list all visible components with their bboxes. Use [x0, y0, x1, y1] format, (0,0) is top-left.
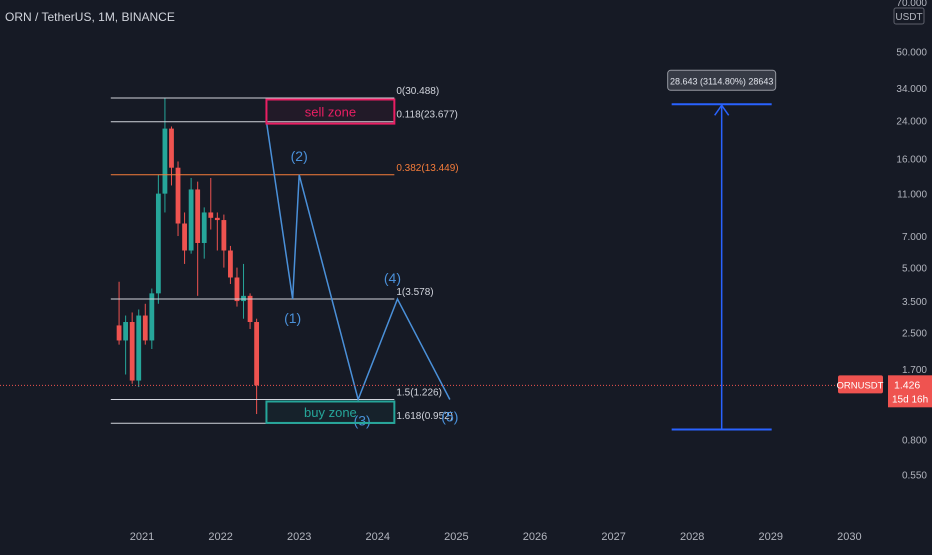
price-tick-label: 16.000: [896, 154, 927, 165]
candle-body: [188, 189, 194, 251]
currency-box[interactable]: [893, 7, 925, 25]
projection-wave[interactable]: [265, 121, 451, 402]
price-tick-label: 5.000: [902, 264, 927, 275]
sell-zone-label: sell zone: [305, 105, 356, 120]
time-tick-label: 2027: [601, 531, 625, 543]
symbol-tag-text: ORNUSDT: [837, 380, 884, 391]
candle-body: [247, 295, 253, 323]
candle-body: [169, 128, 174, 168]
candle-body: [182, 223, 187, 251]
candle-body: [155, 193, 161, 294]
candle-body: [254, 322, 260, 386]
zones-layer[interactable]: sell zone buy zone: [265, 98, 396, 424]
price-tick-label: 34.000: [896, 84, 927, 95]
fib-label: 1(3.578): [396, 287, 433, 298]
candle-body: [136, 315, 142, 381]
price-tick-label: 50.000: [896, 48, 927, 59]
candle-body: [221, 220, 227, 251]
candles-layer: [116, 97, 260, 415]
candle-body: [234, 277, 240, 302]
price-tick-label: 1.700: [902, 365, 927, 376]
measure-info-text: 28.643 (3114.80%) 28643: [670, 76, 773, 86]
buy-zone-label: buy zone: [304, 405, 357, 420]
bar-countdown: 15d 16h: [892, 394, 928, 405]
measure-layer[interactable]: 28.643 (3114.80%) 28643: [667, 69, 777, 431]
time-tick-label: 2021: [130, 531, 154, 543]
wave-label: (2): [291, 148, 308, 164]
fib-label: 1.5(1.226): [396, 387, 442, 398]
last-price-tag: [888, 375, 932, 408]
candle-body: [129, 322, 135, 381]
time-tick-label: 2023: [287, 531, 311, 543]
fib-label: 1.618(0.952): [396, 411, 453, 422]
wave-label: (3): [354, 412, 371, 428]
candle-body: [228, 250, 233, 278]
sell-zone-box[interactable]: [265, 98, 396, 125]
fib-label: 0.382(13.449): [396, 163, 458, 174]
candle-body: [175, 167, 181, 224]
price-tick-label: 24.000: [896, 116, 927, 127]
candle-body: [208, 212, 214, 218]
fib-label: 0(30.488): [396, 86, 439, 97]
wave-label: (1): [284, 310, 301, 326]
candle-body: [123, 322, 129, 341]
candle-body: [195, 189, 201, 243]
fib-label: 0.118(23.677): [396, 110, 458, 121]
candle-body: [241, 295, 246, 302]
candle-body: [162, 128, 168, 194]
time-tick-label: 2024: [366, 531, 390, 543]
price-tick-label: 3.500: [902, 297, 927, 308]
measure-info-box: [667, 69, 777, 91]
price-axis-bg[interactable]: [885, 0, 932, 550]
time-tick-label: 2029: [759, 531, 783, 543]
price-top-label: 70.000: [896, 0, 927, 9]
candle-body: [149, 293, 155, 341]
candle-body: [116, 325, 122, 341]
time-tick-label: 2028: [680, 531, 704, 543]
last-price-value: 1.426: [894, 379, 920, 391]
time-tick-label: 2022: [208, 531, 232, 543]
candle-body: [142, 315, 148, 341]
candle-body: [201, 212, 207, 243]
price-tick-label: 0.550: [902, 471, 927, 482]
candle-body: [214, 217, 220, 221]
price-tick-label: 11.000: [897, 190, 927, 201]
buy-zone-box[interactable]: [265, 400, 396, 424]
symbol-tag: [838, 375, 883, 394]
symbol-title: ORN / TetherUS, 1M, BINANCE: [5, 10, 175, 24]
time-axis-bg[interactable]: [0, 522, 932, 550]
wave-layer[interactable]: (1) (2) (3) (4) (5): [265, 121, 458, 429]
price-tick-label: 2.500: [902, 329, 927, 340]
wave-label: (4): [384, 270, 401, 286]
price-tick-label: 0.800: [902, 436, 927, 447]
time-tick-label: 2025: [444, 531, 468, 543]
price-tick-label: 7.000: [902, 232, 927, 243]
measure-arrow-head: [714, 104, 730, 116]
currency-label: USDT: [895, 12, 922, 23]
wave-label: (5): [441, 408, 458, 424]
time-tick-label: 2030: [837, 531, 861, 543]
time-tick-label: 2026: [523, 531, 547, 543]
